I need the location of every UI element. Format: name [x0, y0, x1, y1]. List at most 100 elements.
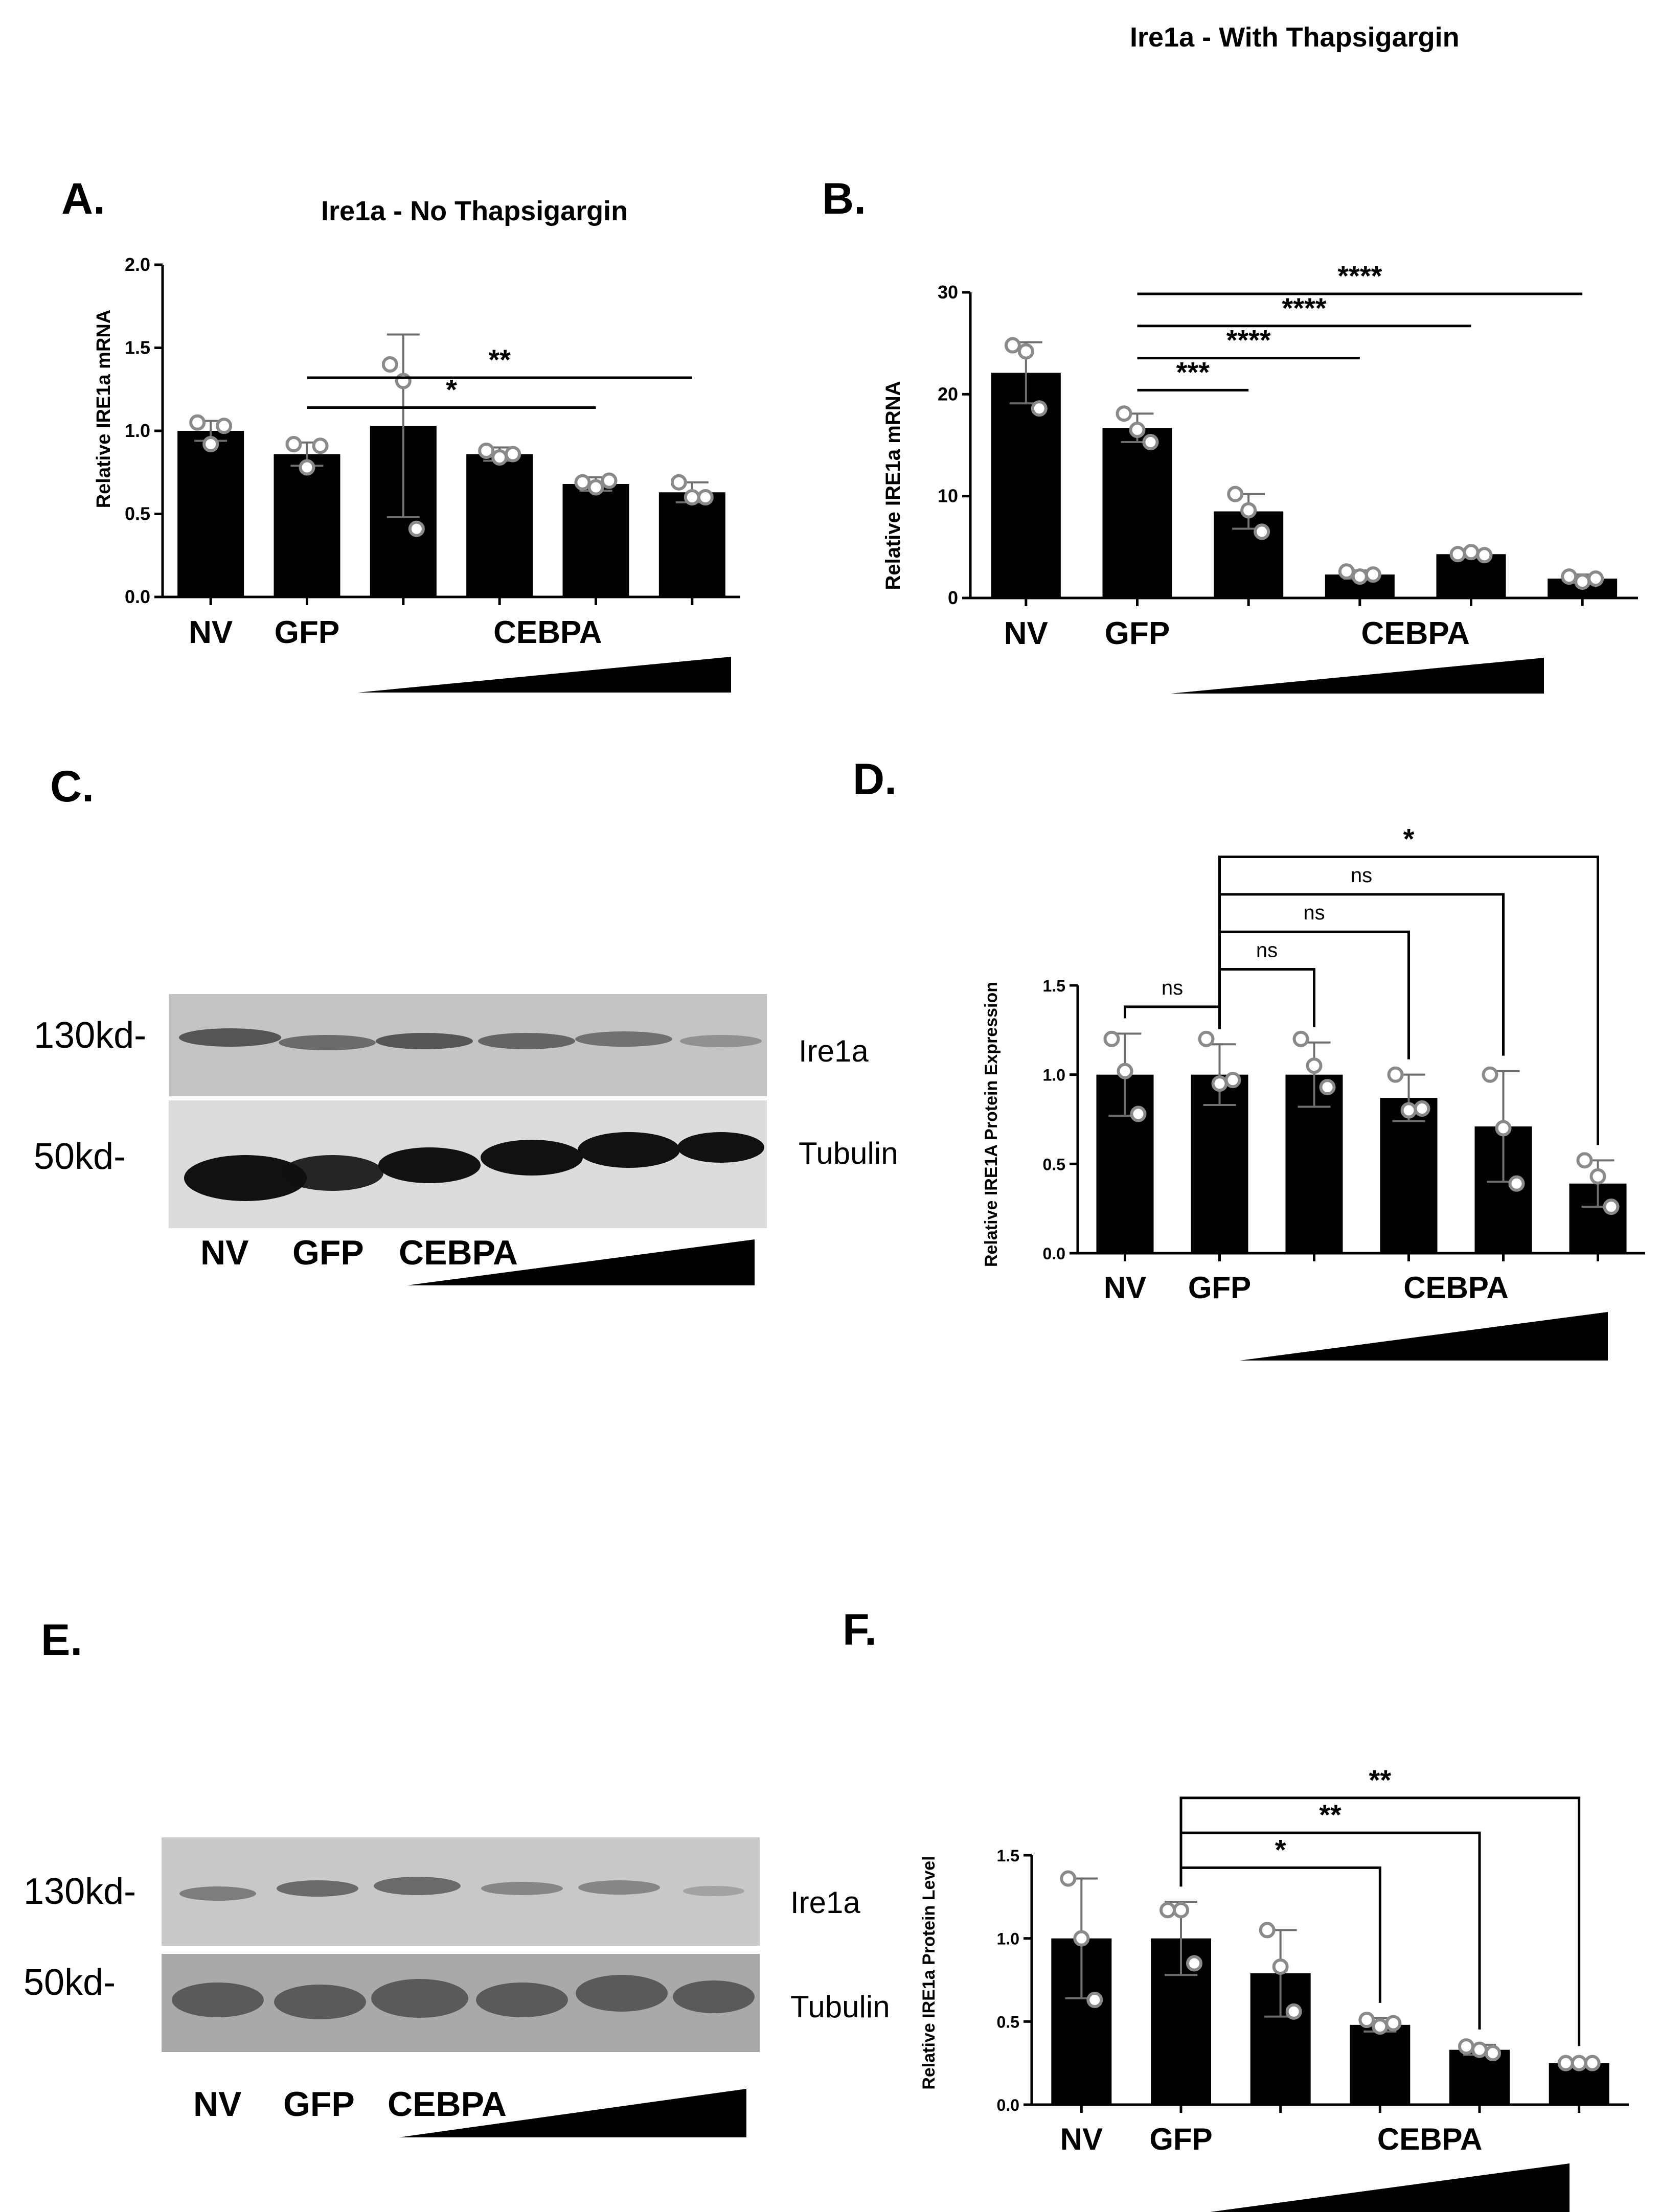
- significance-label: ns: [1303, 902, 1325, 924]
- lane-label-gfp-e: GFP: [283, 2085, 355, 2124]
- significance-bracket: [1218, 930, 1410, 1059]
- data-point: [1116, 405, 1132, 422]
- y-axis-label: Relative IRE1a mRNA: [93, 310, 115, 509]
- bar: [1548, 579, 1618, 598]
- data-point: [1306, 1057, 1323, 1074]
- data-point: [381, 356, 398, 373]
- data-point: [202, 436, 219, 452]
- data-point: [1130, 1105, 1147, 1122]
- bar: [1325, 574, 1395, 598]
- data-point: [1400, 1102, 1417, 1119]
- data-point: [1285, 2003, 1302, 2020]
- significance-label: ****: [1337, 260, 1382, 292]
- significance-bracket: [1179, 1796, 1581, 2046]
- data-point: [684, 489, 700, 505]
- data-point: [1142, 434, 1159, 451]
- data-point: [1073, 1930, 1090, 1947]
- y-axis-label: Relative IRE1a mRNA: [882, 381, 904, 590]
- x-group-label: GFP: [1149, 2122, 1212, 2156]
- significance-label: **: [1369, 1764, 1392, 1796]
- data-point: [670, 474, 687, 491]
- panel-label-a: A.: [61, 174, 105, 223]
- data-point: [1458, 2038, 1474, 2055]
- y-tick-label: 1.5: [1043, 977, 1065, 995]
- dose-wedge: [358, 657, 731, 693]
- y-tick-label: 2.0: [125, 254, 150, 275]
- y-tick-label: 0.5: [1043, 1155, 1065, 1173]
- y-tick-label: 1.0: [997, 1930, 1019, 1948]
- data-point: [1372, 2018, 1389, 2035]
- panel-label-f: F.: [843, 1605, 877, 1654]
- bar: [1569, 1183, 1627, 1253]
- bar: [1449, 2049, 1510, 2105]
- y-tick-label: 10: [938, 486, 958, 506]
- data-point: [1414, 1100, 1430, 1117]
- data-point: [1173, 1902, 1189, 1919]
- bar: [466, 454, 533, 597]
- bar: [1191, 1074, 1248, 1253]
- data-point: [478, 443, 495, 459]
- data-point: [1463, 544, 1480, 561]
- y-tick-label: 1.5: [125, 337, 150, 358]
- x-group-label: NV: [1104, 1271, 1146, 1305]
- chart-title-a: Ire1a - No Thapsigargin: [321, 196, 628, 226]
- data-point: [1159, 1902, 1176, 1919]
- significance-label: ns: [1256, 939, 1278, 962]
- data-point: [1186, 1955, 1202, 1972]
- bar: [1285, 1074, 1343, 1253]
- bar: [1051, 1938, 1112, 2105]
- bar: [1214, 511, 1284, 598]
- significance-bracket: [1218, 855, 1599, 1145]
- bar: [658, 492, 725, 597]
- data-point: [189, 414, 206, 431]
- bar: [562, 484, 629, 597]
- x-group-label: NV: [189, 615, 233, 650]
- data-point: [1358, 2012, 1375, 2029]
- y-tick-label: 0.5: [125, 503, 150, 524]
- y-tick-label: 1.0: [1043, 1066, 1065, 1085]
- significance-bracket: [1218, 968, 1315, 1029]
- blot-strip-ire1a: [162, 1837, 760, 1946]
- marker-130kd-c: 130kd-: [34, 1015, 147, 1056]
- data-point: [1571, 2055, 1587, 2071]
- y-tick-label: 20: [938, 383, 958, 404]
- y-tick-label: 0.5: [997, 2013, 1019, 2031]
- data-point: [1224, 1072, 1241, 1089]
- x-group-label: CEBPA: [1361, 616, 1469, 651]
- data-point: [505, 446, 521, 463]
- bar: [1151, 1938, 1211, 2105]
- data-point: [1198, 1030, 1215, 1047]
- bar: [1250, 1973, 1311, 2105]
- data-point: [1259, 1922, 1276, 1939]
- bar: [1102, 428, 1172, 598]
- western-blot-e: [162, 1837, 760, 2052]
- data-point: [1385, 2015, 1402, 2032]
- significance-label: **: [488, 343, 511, 376]
- x-group-label: CEBPA: [1377, 2122, 1483, 2156]
- significance-bracket: [1179, 1866, 1381, 2003]
- data-point: [1574, 573, 1591, 590]
- data-point: [1603, 1199, 1620, 1215]
- y-tick-label: 30: [938, 282, 958, 303]
- significance-label: *: [1275, 1833, 1286, 1865]
- significance-bracket: [1179, 1831, 1481, 2030]
- blot-strip-ire1a: [169, 994, 767, 1096]
- data-point: [587, 479, 604, 496]
- significance-bracket: [1124, 1005, 1221, 1029]
- data-point: [1471, 2041, 1488, 2058]
- band-label-tubulin-c: Tubulin: [799, 1136, 898, 1170]
- bar: [991, 373, 1061, 598]
- bar: [177, 431, 244, 597]
- bar: [274, 454, 340, 597]
- dose-wedge-e: [399, 2089, 746, 2137]
- significance-label: ****: [1282, 292, 1326, 324]
- data-point: [1004, 337, 1021, 354]
- data-point: [1589, 1168, 1606, 1185]
- data-point: [1485, 2045, 1501, 2062]
- bar: [1350, 2024, 1411, 2105]
- significance-label: ns: [1162, 977, 1183, 999]
- bar: [1549, 2063, 1609, 2105]
- x-group-label: GFP: [275, 615, 339, 650]
- data-point: [1227, 486, 1244, 502]
- data-point: [1060, 1870, 1077, 1887]
